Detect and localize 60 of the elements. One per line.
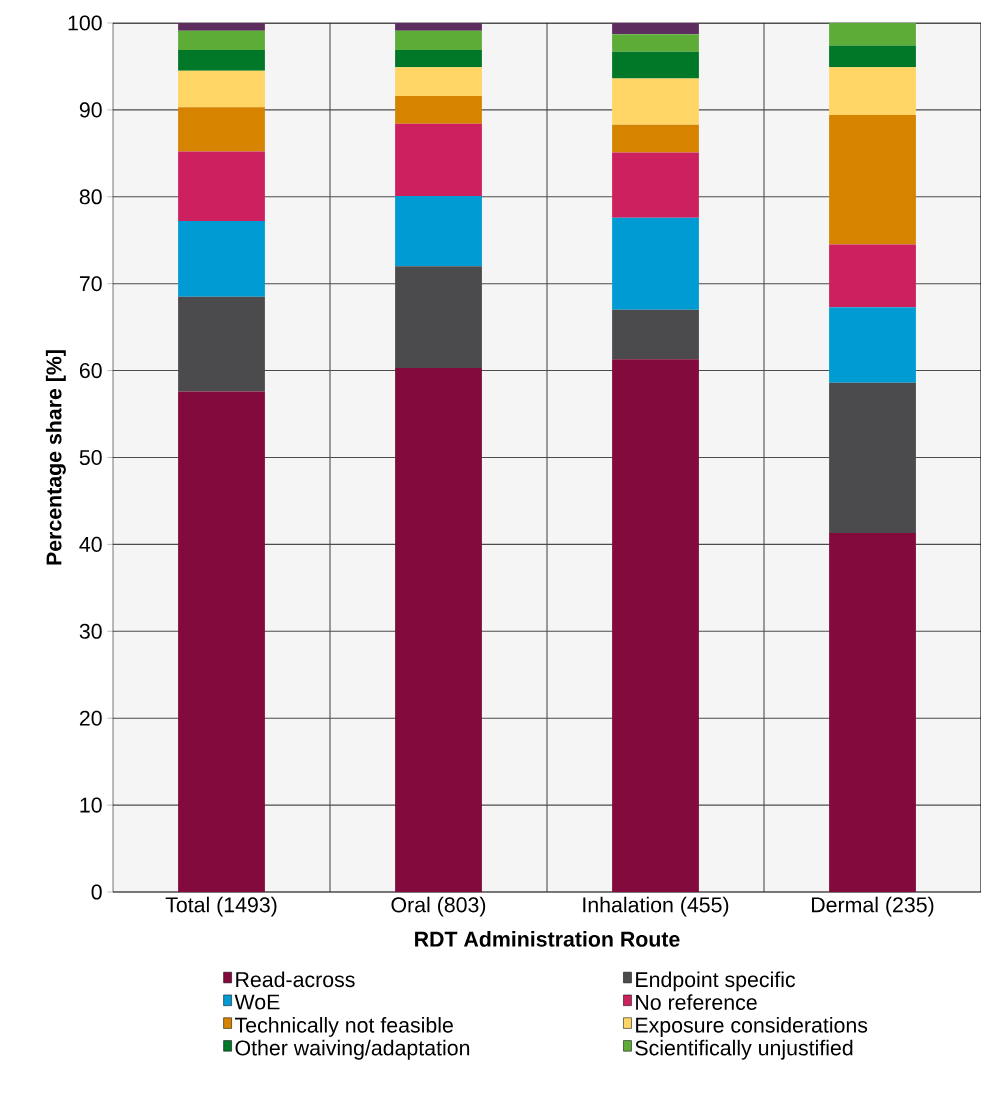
bar bbox=[178, 107, 265, 152]
bar bbox=[395, 49, 482, 68]
bar bbox=[395, 195, 482, 267]
legend-label: Exposure considerations bbox=[636, 1017, 868, 1037]
y-tick-label: 40 bbox=[79, 536, 102, 552]
bar bbox=[178, 30, 265, 50]
y-tick-label: 50 bbox=[79, 449, 102, 466]
bar bbox=[178, 221, 265, 297]
bar bbox=[612, 124, 699, 153]
y-tick-label: 60 bbox=[79, 363, 102, 379]
bar bbox=[178, 49, 265, 71]
bar bbox=[395, 123, 482, 196]
bar bbox=[395, 30, 482, 50]
bar bbox=[395, 367, 482, 892]
bar bbox=[178, 70, 265, 108]
bar bbox=[178, 151, 265, 222]
y-tick-label: 100 bbox=[68, 15, 102, 31]
bar bbox=[612, 22, 699, 35]
bar bbox=[612, 78, 699, 125]
bar bbox=[178, 22, 265, 31]
bar bbox=[612, 34, 699, 52]
x-tick-label: Dermal (235) bbox=[812, 896, 934, 917]
y-tick-label: 30 bbox=[79, 623, 102, 639]
x-tick-label: Total (1493) bbox=[165, 896, 277, 917]
legend-label: Technically not feasible bbox=[235, 1017, 453, 1037]
legend-label: No reference bbox=[636, 994, 757, 1010]
bar bbox=[829, 244, 916, 308]
y-tick-label: 10 bbox=[80, 797, 102, 813]
legend-label: Other waiving/adaptation bbox=[235, 1039, 470, 1060]
x-axis-title: RDT Administration Route bbox=[415, 931, 680, 947]
bar bbox=[395, 266, 482, 368]
bar bbox=[178, 296, 265, 392]
bar bbox=[612, 152, 699, 218]
bar bbox=[829, 45, 916, 68]
y-tick-label: 90 bbox=[79, 102, 102, 118]
x-tick-label: Inhalation (455) bbox=[583, 896, 729, 917]
bar bbox=[395, 22, 482, 31]
bar bbox=[395, 95, 482, 124]
y-tick-label: 20 bbox=[79, 710, 102, 726]
y-axis-title: Percentage share [%] bbox=[45, 350, 66, 565]
bar bbox=[178, 391, 265, 892]
bar bbox=[829, 382, 916, 534]
bar bbox=[612, 51, 699, 79]
y-tick-label: 80 bbox=[79, 189, 102, 205]
y-tick-label: 70 bbox=[79, 276, 102, 292]
y-tick-label: 0 bbox=[91, 884, 102, 900]
bar bbox=[612, 359, 699, 892]
legend-label: Read-across bbox=[236, 971, 355, 988]
bar bbox=[395, 67, 482, 96]
legend-label: Endpoint specific bbox=[636, 971, 796, 992]
bar bbox=[612, 217, 699, 310]
bar bbox=[829, 67, 916, 116]
bar bbox=[829, 307, 916, 383]
x-tick-label: Oral (803) bbox=[391, 896, 486, 917]
legend-label: WoE bbox=[234, 994, 280, 1010]
bar bbox=[612, 309, 699, 360]
bar bbox=[829, 533, 916, 892]
bar bbox=[829, 115, 916, 245]
bar bbox=[829, 22, 916, 46]
legend-label: Scientifically unjustified bbox=[635, 1039, 853, 1060]
